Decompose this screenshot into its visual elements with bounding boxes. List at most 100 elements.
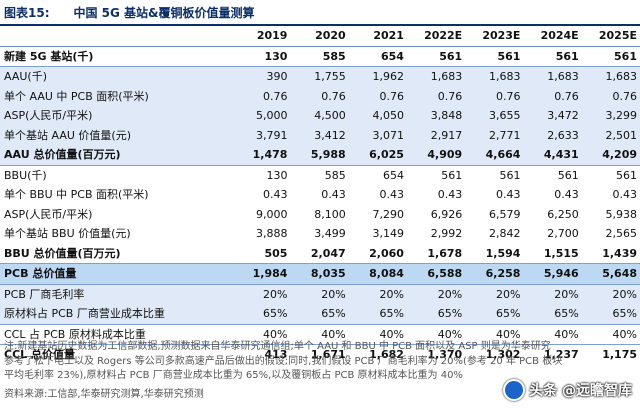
cell-value: 654 bbox=[348, 46, 407, 67]
table-row: PCB 厂商毛利率 20% 20% 20% 20% 20% 20% 20% bbox=[0, 284, 640, 304]
cell-value: 2,060 bbox=[348, 243, 407, 264]
figure-title: 中国 5G 基站&覆铜板价值量测算 bbox=[73, 5, 255, 20]
cell-value: 0.43 bbox=[321, 188, 346, 202]
table-row: 单个基站 AAU 价值量(元) 3,791 3,412 3,071 2,917 2,771… bbox=[0, 125, 640, 145]
cell-value: 3,848 bbox=[406, 106, 466, 126]
row-label: AAU 总价值量(百万元) bbox=[0, 145, 233, 166]
column-header: 2025E bbox=[581, 26, 640, 47]
cell-value: 20% bbox=[232, 284, 291, 304]
cell-value: 1,439 bbox=[581, 243, 640, 264]
cell-value: 1,683 bbox=[406, 66, 466, 87]
cell-value: 1,515 bbox=[523, 243, 582, 264]
table-row: ASP(人民币/平米) 5,000 4,500 4,050 3,848 3,655 3,47… bbox=[0, 106, 640, 126]
cell-value: 3,412 bbox=[290, 125, 349, 145]
cell-value: 6,025 bbox=[348, 145, 407, 166]
cell-value: 561 bbox=[616, 168, 637, 182]
cell-value: 6,926 bbox=[430, 207, 463, 221]
table-row: AAU(千) 390 1,755 1,962 1,683 1,683 1,683 1,683 bbox=[0, 66, 640, 87]
cell-value: 5,938 bbox=[605, 207, 638, 221]
cell-value: 0.76 bbox=[581, 86, 640, 106]
cell-value: 40% bbox=[406, 324, 466, 345]
row-label: ASP(人民币/平米) bbox=[0, 106, 233, 126]
column-header: 2023E bbox=[465, 26, 524, 47]
cell-value: 390 bbox=[232, 66, 291, 87]
table-row: 单个基站 BBU 价值量(元) 3,888 3,499 3,149 2,992 2,842… bbox=[0, 224, 640, 244]
cell-value: 1,678 bbox=[406, 243, 466, 264]
cell-value: 0.76 bbox=[348, 86, 407, 106]
cell-value: 1,478 bbox=[232, 145, 291, 166]
cell-value: 130 bbox=[266, 168, 288, 182]
table-row: BBU(千) 130 585 654 561 561 561 561 bbox=[0, 165, 640, 185]
cell-value: 4,209 bbox=[581, 145, 640, 166]
cell-value: 1,175 bbox=[602, 348, 637, 362]
note-line: 注:新建基站历史数据为工信部数据,预测数据来自华泰研究通信组;单个 AAU 和 … bbox=[4, 341, 551, 352]
row-label: 单个 BBU 中 PCB 面积(平米) bbox=[4, 188, 149, 202]
cell-value: 5,648 bbox=[581, 263, 640, 285]
note-line: 参考了松下电工以及 Rogers 等公司多款高速产品后做出的假设;同时,我们假设… bbox=[4, 355, 563, 367]
cell-value: 0.43 bbox=[554, 188, 579, 202]
cell-value: 8,035 bbox=[290, 263, 349, 285]
column-header: 2019 bbox=[232, 26, 291, 47]
cell-value: 2,771 bbox=[465, 125, 524, 145]
cell-value: 0.43 bbox=[495, 188, 521, 202]
cell-value: 0.76 bbox=[232, 86, 291, 106]
cell-value: 2,992 bbox=[430, 227, 463, 241]
cell-value: 65% bbox=[232, 304, 291, 325]
cell-value: 585 bbox=[290, 46, 349, 67]
cell-value: 413 bbox=[264, 348, 288, 362]
table-row: CCL 总价值量 413 1,671 1,682 1,370 1,302 1,237 1,17… bbox=[0, 345, 640, 365]
cell-value: 2,700 bbox=[547, 227, 579, 241]
cell-value: 2,633 bbox=[523, 125, 582, 145]
row-label: CCL 占 PCB 原材料成本比重 bbox=[0, 324, 233, 345]
column-header: 2021 bbox=[348, 26, 407, 47]
cell-value: 40% bbox=[348, 324, 407, 345]
cell-value: 505 bbox=[232, 243, 291, 264]
cell-value: 6,579 bbox=[488, 207, 521, 221]
column-header bbox=[0, 26, 233, 47]
cell-value: 3,499 bbox=[314, 227, 346, 241]
cell-value: 0.76 bbox=[290, 86, 349, 106]
cell-value: 9,000 bbox=[255, 207, 288, 221]
cell-value: 1,682 bbox=[369, 348, 404, 362]
cell-value: 5,946 bbox=[523, 263, 582, 285]
figure-title-bar: 图表15: 中国 5G 基站&覆铜板价值量测算 bbox=[0, 0, 640, 26]
table-row: AAU 总价值量(百万元) 1,478 5,988 6,025 4,909 4,664 4,… bbox=[0, 145, 640, 166]
cell-value: 5,988 bbox=[290, 145, 349, 166]
row-label: 单个基站 BBU 价值量(元) bbox=[4, 227, 131, 241]
row-label: PCB 总价值量 bbox=[0, 263, 233, 285]
cell-value: 40% bbox=[290, 324, 349, 345]
table-row: BBU 总价值量(百万元) 505 2,047 2,060 1,678 1,594 1,51… bbox=[0, 243, 640, 264]
cell-value: 40% bbox=[523, 324, 582, 345]
cell-value: 65% bbox=[348, 304, 407, 325]
table-row: 单个 AAU 中 PCB 面积(平米) 0.76 0.76 0.76 0.76 0.76 0… bbox=[0, 86, 640, 106]
figure-number: 图表15: bbox=[4, 5, 50, 20]
row-label: BBU(千) bbox=[4, 168, 47, 182]
cell-value: 20% bbox=[465, 284, 524, 304]
row-label: BBU 总价值量(百万元) bbox=[0, 243, 233, 264]
table-row: ASP(人民币/平米) 9,000 8,100 7,290 6,926 6,579 6,25… bbox=[0, 205, 640, 225]
row-label: PCB 厂商毛利率 bbox=[0, 284, 233, 304]
cell-value: 561 bbox=[581, 46, 640, 67]
cell-value: 0.43 bbox=[379, 188, 404, 202]
cell-value: 1,302 bbox=[485, 348, 521, 362]
cell-value: 4,909 bbox=[406, 145, 466, 166]
watermark: 头条 @远瞻智库 bbox=[503, 377, 632, 403]
column-header: 2022E bbox=[406, 26, 466, 47]
cell-value: 6,250 bbox=[547, 207, 579, 221]
row-label: 单个 AAU 中 PCB 面积(平米) bbox=[0, 86, 233, 106]
valuation-table: 2019 2020 2021 2022E 2023E 2024E 2025E 新… bbox=[0, 26, 640, 365]
cell-value: 1,671 bbox=[310, 348, 346, 362]
row-label: CCL 总价值量 bbox=[4, 348, 75, 362]
table-header-row: 2019 2020 2021 2022E 2023E 2024E 2025E bbox=[0, 26, 640, 47]
cell-value: 7,290 bbox=[372, 207, 404, 221]
cell-value: 561 bbox=[523, 46, 582, 67]
cell-value: 0.76 bbox=[465, 86, 524, 106]
cell-value: 4,050 bbox=[348, 106, 407, 126]
cell-value: 40% bbox=[581, 324, 640, 345]
cell-value: 2,047 bbox=[290, 243, 349, 264]
cell-value: 65% bbox=[465, 304, 524, 325]
cell-value: 2,565 bbox=[605, 227, 638, 241]
table-row: 原材料占 PCB 厂商营业成本比重 65% 65% 65% 65% 65% 65% 65% bbox=[0, 304, 640, 325]
cell-value: 20% bbox=[523, 284, 582, 304]
cell-value: 1,594 bbox=[465, 243, 524, 264]
